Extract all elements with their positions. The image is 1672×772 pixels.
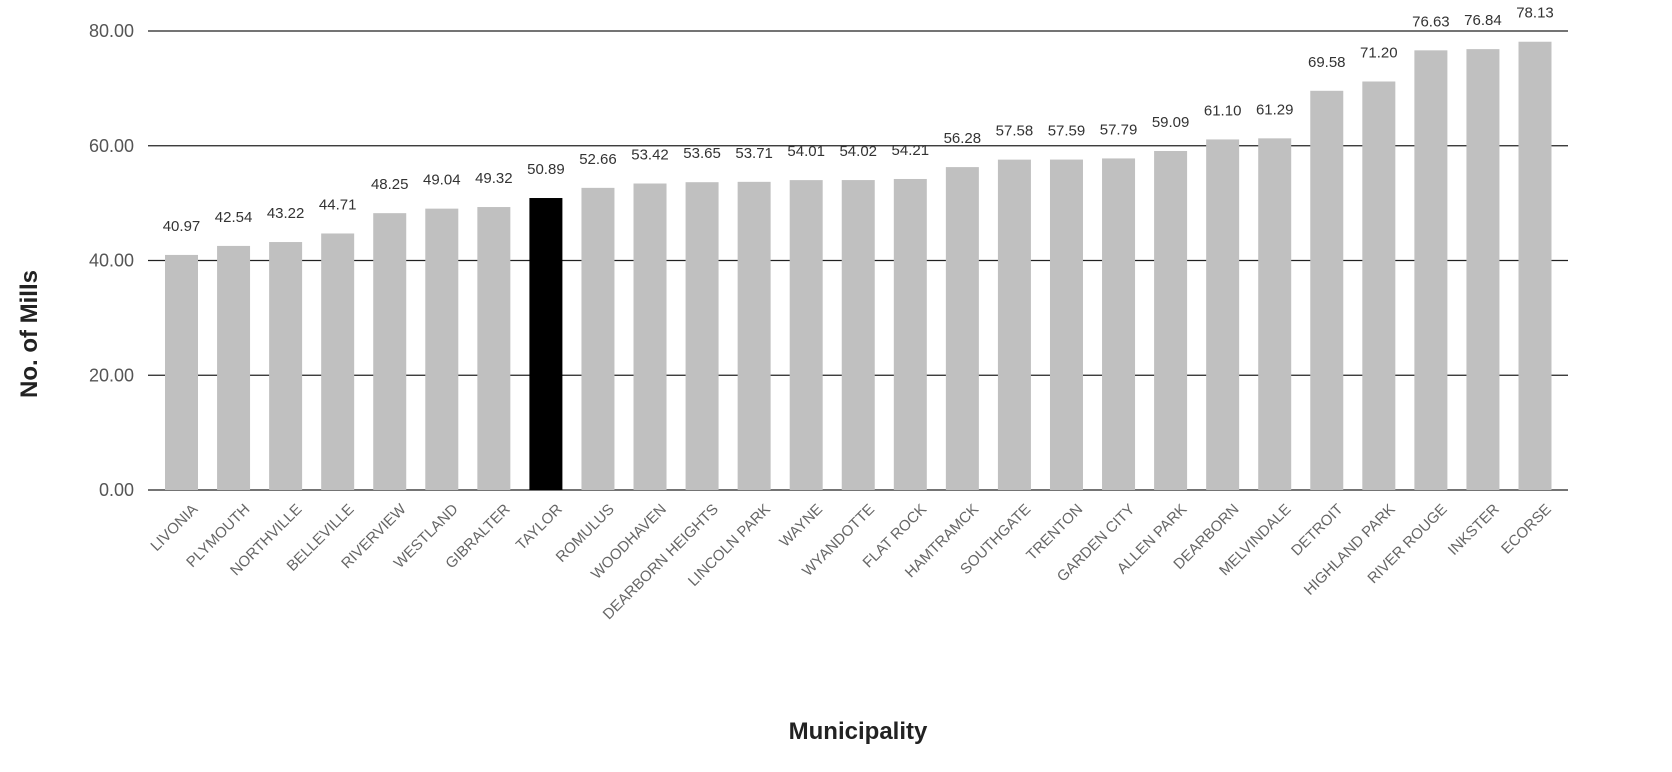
- data-label: 76.84: [1464, 12, 1502, 29]
- x-tick-label: HIGHLAND PARK: [1301, 501, 1399, 599]
- data-label: 57.79: [1100, 121, 1138, 138]
- data-label: 61.29: [1256, 101, 1294, 118]
- bar: [1414, 50, 1448, 490]
- y-tick-label: 40.00: [89, 251, 134, 271]
- data-label: 78.13: [1516, 5, 1554, 22]
- data-label: 50.89: [527, 161, 565, 178]
- bar: [997, 159, 1031, 490]
- data-label: 76.63: [1412, 13, 1450, 30]
- y-tick-label: 80.00: [89, 21, 134, 41]
- bar: [1258, 138, 1292, 490]
- y-tick-label: 0.00: [99, 480, 134, 500]
- data-label: 61.10: [1204, 102, 1242, 119]
- bar-layer: [165, 41, 1552, 491]
- x-tick-label: INKSTER: [1445, 501, 1503, 559]
- bar: [1466, 49, 1500, 491]
- bar: [841, 180, 875, 491]
- x-tick-label: LIVONIA: [147, 501, 201, 555]
- y-axis-title: No. of Mills: [16, 270, 43, 398]
- bar: [529, 198, 563, 491]
- bar: [633, 183, 667, 490]
- data-label: 56.28: [944, 130, 982, 147]
- bar: [165, 254, 198, 490]
- bar: [373, 213, 407, 490]
- bar: [945, 167, 979, 490]
- bar: [1049, 159, 1083, 490]
- x-axis-title: Municipality: [789, 718, 928, 745]
- x-tick-label: WAYNE: [776, 501, 826, 551]
- bar: [1310, 90, 1344, 490]
- data-label: 42.54: [215, 209, 253, 226]
- data-label: 59.09: [1152, 114, 1190, 131]
- data-label: 53.42: [631, 147, 669, 164]
- bar: [321, 233, 355, 490]
- data-label: 49.04: [423, 172, 461, 189]
- bar: [893, 178, 927, 490]
- bar: [685, 182, 719, 491]
- data-label: 53.71: [735, 145, 773, 162]
- bar: [217, 245, 251, 490]
- data-label: 44.71: [319, 196, 357, 213]
- data-label: 57.58: [996, 123, 1034, 140]
- bar: [789, 180, 823, 491]
- data-label: 48.25: [371, 176, 409, 193]
- data-label: 54.02: [839, 143, 877, 160]
- bar: [1518, 41, 1552, 490]
- data-label: 69.58: [1308, 54, 1346, 71]
- bar: [581, 187, 615, 490]
- data-label: 54.21: [892, 142, 930, 159]
- bar: [737, 181, 771, 491]
- x-tick-label: ECORSE: [1498, 501, 1555, 558]
- data-label: 53.65: [683, 145, 721, 162]
- bar: [425, 208, 459, 490]
- bar: [269, 242, 303, 490]
- data-label: 49.32: [475, 170, 513, 187]
- bar: [1154, 150, 1188, 490]
- bar: [1206, 139, 1240, 490]
- bar: [1362, 81, 1396, 491]
- data-label: 40.97: [163, 218, 201, 235]
- x-tick-label: TAYLOR: [513, 501, 566, 554]
- bar: [1102, 158, 1136, 490]
- data-label: 71.20: [1360, 44, 1398, 61]
- bar: [477, 207, 511, 491]
- grid-layer: 0.00 20.00 40.00 60.00 80.00: [89, 21, 1568, 500]
- y-tick-label: 20.00: [89, 365, 134, 385]
- data-label: 43.22: [267, 205, 305, 222]
- data-label: 54.01: [787, 143, 825, 160]
- data-label: 57.59: [1048, 123, 1086, 140]
- y-tick-label: 60.00: [89, 136, 134, 156]
- data-label: 52.66: [579, 151, 617, 168]
